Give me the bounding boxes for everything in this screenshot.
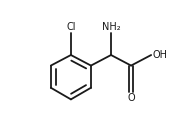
Text: Cl: Cl	[66, 22, 76, 32]
Text: O: O	[127, 93, 135, 103]
Text: NH₂: NH₂	[102, 22, 120, 32]
Text: OH: OH	[152, 50, 167, 60]
